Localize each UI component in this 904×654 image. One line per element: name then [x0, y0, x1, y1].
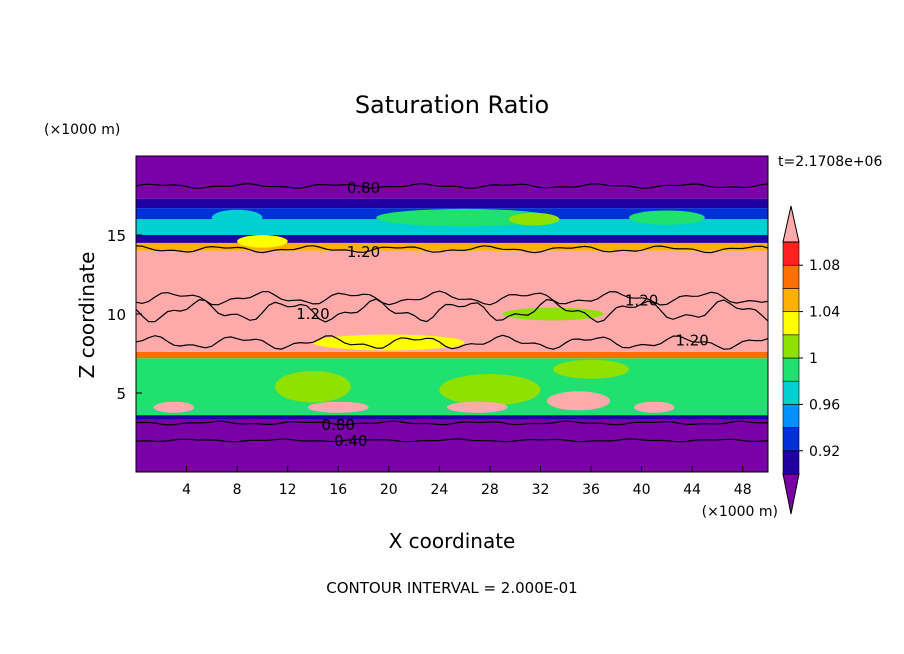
- x-tick-label-12: 12: [279, 482, 297, 498]
- y-tick-label-10: 10: [107, 306, 126, 324]
- patch-6: [312, 334, 465, 351]
- contour-label-0: 0.80: [347, 179, 380, 197]
- x-tick-label-28: 28: [481, 482, 499, 498]
- patch-3: [628, 210, 705, 225]
- colorbar-segment-8: [782, 264, 800, 289]
- contour-line-1: [136, 245, 768, 254]
- patch-1: [376, 208, 554, 227]
- colorbar-label-0.96: 0.96: [809, 397, 840, 413]
- band-4: [136, 250, 768, 352]
- chart-title: Saturation Ratio: [355, 91, 549, 119]
- colorbar-segment-5: [782, 334, 800, 359]
- y-unit-label: (×1000 m): [44, 122, 120, 138]
- patch-13: [546, 391, 611, 411]
- contour-line-6: [136, 438, 768, 443]
- x-tick-label-32: 32: [532, 482, 550, 498]
- y-axis: 5 10 15: [107, 227, 142, 403]
- contour-label-3: 1.20: [625, 291, 658, 309]
- patch-0: [211, 209, 263, 226]
- patch-14: [634, 401, 675, 413]
- patch-7: [553, 359, 629, 379]
- contour-label-4: 1.20: [675, 331, 708, 349]
- contour-label-5: 0.80: [322, 416, 355, 434]
- patch-10: [153, 401, 195, 413]
- contour-line-0: [136, 183, 768, 189]
- x-tick-label-16: 16: [329, 482, 347, 498]
- colorbar-segment-1: [782, 427, 800, 452]
- contour-label-6: 0.40: [334, 432, 367, 450]
- colorbar-segment-3: [782, 380, 800, 405]
- contour-label-2: 1.20: [296, 305, 329, 323]
- x-tick-label-48: 48: [734, 482, 752, 498]
- colorbar-segment-2: [782, 404, 800, 428]
- patch-9: [439, 374, 541, 406]
- field-layers: 0.801.201.201.201.200.800.40: [136, 156, 768, 472]
- contour-line-5: [136, 420, 768, 426]
- band-10: [136, 156, 768, 199]
- contour-interval-note: CONTOUR INTERVAL = 2.000E-01: [326, 579, 577, 597]
- colorbar-lower-arrow: [782, 473, 800, 515]
- x-tick-label-40: 40: [633, 482, 651, 498]
- band-0: [136, 419, 768, 472]
- x-tick-label-24: 24: [430, 482, 448, 498]
- y-tick-label-5: 5: [116, 385, 126, 403]
- y-axis-label: Z coordinate: [75, 252, 99, 379]
- x-tick-label-20: 20: [380, 482, 398, 498]
- colorbar-label-0.92: 0.92: [809, 444, 840, 460]
- x-tick-label-44: 44: [683, 482, 701, 498]
- band-3: [136, 351, 768, 359]
- colorbar-segment-9: [782, 241, 800, 266]
- patch-4: [237, 235, 288, 248]
- colorbar-label-1.04: 1.04: [809, 305, 840, 321]
- band-9: [136, 198, 768, 209]
- band-6: [136, 235, 768, 243]
- plot-area: 0.801.201.201.201.200.800.40: [135, 155, 769, 473]
- x-tick-label-8: 8: [233, 482, 242, 498]
- x-unit-label: (×1000 m): [702, 504, 778, 520]
- band-5: [136, 242, 768, 251]
- colorbar-label-1.08: 1.08: [809, 258, 840, 274]
- band-7: [136, 219, 768, 235]
- colorbar: 0.92 0.96 1 1.04 1.08: [782, 205, 840, 515]
- time-label: t=2.1708e+06: [778, 154, 882, 170]
- x-tick-label-36: 36: [582, 482, 600, 498]
- contour-line-4: [136, 334, 768, 350]
- contour-label-1: 1.20: [347, 243, 380, 261]
- colorbar-upper-arrow: [782, 205, 800, 243]
- colorbar-segment-4: [782, 357, 800, 382]
- y-tick-label-15: 15: [107, 227, 126, 245]
- contour-line-2: [136, 298, 768, 323]
- patch-12: [446, 401, 508, 413]
- contour-line-3: [136, 290, 768, 306]
- colorbar-label-1: 1: [809, 351, 818, 367]
- patch-2: [508, 212, 560, 226]
- colorbar-segment-7: [782, 288, 800, 312]
- patch-8: [275, 370, 351, 403]
- x-tick-label-4: 4: [182, 482, 191, 498]
- x-axis: 4 8 12 16 20 24 28 32 36 40 44 48: [182, 466, 752, 498]
- colorbar-segment-6: [782, 311, 800, 336]
- band-1: [136, 415, 768, 420]
- x-axis-label: X coordinate: [389, 529, 516, 553]
- colorbar-segment-0: [782, 450, 800, 475]
- patch-11: [307, 401, 369, 413]
